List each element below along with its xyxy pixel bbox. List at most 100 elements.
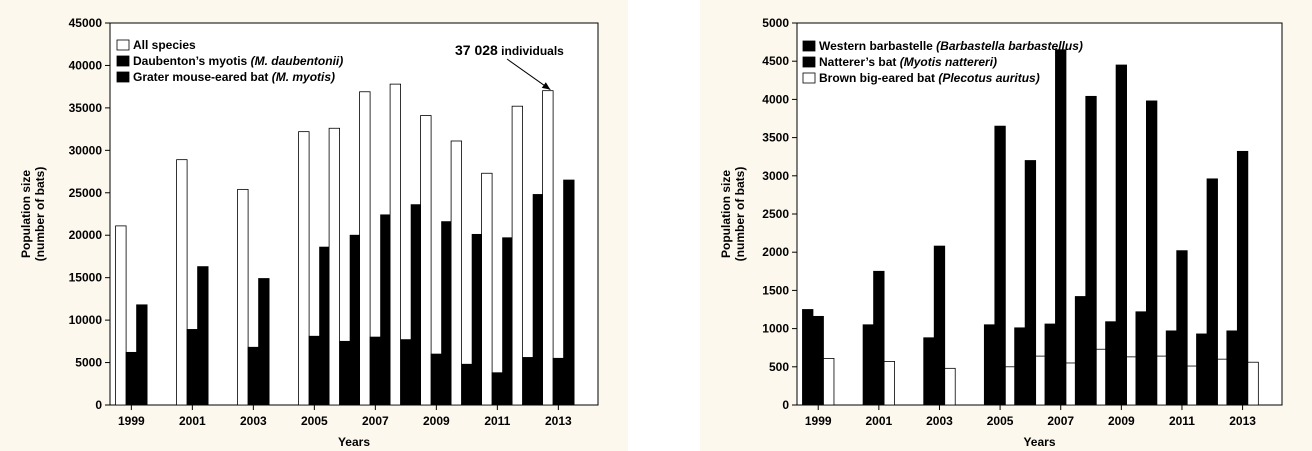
left-chart-legend-swatch [116, 39, 130, 51]
left-chart-bar-series1 [450, 140, 463, 406]
right-chart-bar-series3 [1247, 361, 1259, 406]
right-chart-bar-series2 [994, 125, 1006, 406]
right-chart-bar-series3 [823, 357, 835, 406]
left-chart-x-tick-label: 2003 [240, 414, 267, 428]
left-chart-bar-series3 [136, 304, 148, 406]
left-chart-x-tick-label: 2001 [179, 414, 206, 428]
left-chart-legend-label: Daubenton’s myotis (M. daubentonii) [133, 54, 343, 68]
right-chart-y-tick-label: 0 [782, 398, 789, 412]
left-chart-annotation: 37 028 individuals [455, 42, 564, 58]
right-chart-bar-series1 [862, 324, 874, 406]
right-chart-legend-label: Brown big-eared bat (Plecotus auritus) [819, 71, 1040, 85]
right-chart-legend-label: Western barbastelle (Barbastella barbast… [819, 39, 1083, 53]
right-chart-y-tick-label: 3000 [762, 169, 789, 183]
left-chart-y-tick-label: 10000 [69, 313, 103, 327]
left-chart-legend: All species Daubenton’s myotis (M. dauben… [116, 38, 343, 84]
right-chart-x-tick-label: 2001 [865, 414, 892, 428]
left-chart-bar-series1 [389, 83, 402, 406]
right-chart-bar-series2 [1236, 150, 1249, 406]
right-chart-y-axis-title-line2: (number of bats) [733, 167, 747, 262]
right-chart-bar-series2 [1024, 160, 1037, 406]
right-chart-y-tick-label: 5000 [762, 16, 789, 30]
chart-right-svg: 0 500 1000 1500 2000 2500 3000 3500 4000 4500 5000… [700, 0, 1312, 451]
right-chart-x-axis-title: Years [1023, 435, 1055, 449]
right-chart-bar-series1 [983, 324, 996, 406]
left-chart-y-tick-label: 20000 [69, 228, 103, 242]
right-chart-bar-series2 [933, 245, 946, 406]
left-chart-y-tick-label: 40000 [69, 58, 103, 72]
left-chart-x-tick-label: 1999 [118, 414, 145, 428]
left-chart-y-axis-title: Population size (number of bats) [19, 167, 47, 262]
right-chart-bar-series1 [802, 309, 814, 406]
left-chart-bar-series1 [237, 188, 249, 406]
right-chart-y-tick-label: 1000 [762, 322, 789, 336]
left-chart-bar-series3 [349, 234, 362, 406]
left-chart-bar-series1 [511, 105, 523, 406]
left-chart-y-tick-label: 35000 [69, 101, 103, 115]
left-chart-bar-series1 [298, 131, 310, 406]
left-chart-y-tick-label: 30000 [69, 143, 103, 157]
chart-right: 0 500 1000 1500 2000 2500 3000 3500 4000 4500 5000… [700, 0, 1312, 451]
left-chart-bar-series1 [420, 115, 432, 406]
right-chart-x-tick-label: 2009 [1108, 414, 1135, 428]
right-chart-bar-series3 [883, 361, 895, 406]
left-chart-bar-series3 [563, 179, 575, 406]
left-chart-legend-label: Grater mouse-eared bat (M. myotis) [133, 70, 335, 84]
left-chart-bar-series3 [258, 278, 270, 406]
left-chart-bar-series2 [552, 357, 564, 406]
right-chart-y-tick-label: 2000 [762, 245, 789, 259]
right-chart-bar-series2 [1085, 95, 1097, 406]
left-chart-y-axis-title-line1: Population size [19, 170, 33, 258]
right-chart-bar-series1 [1014, 327, 1026, 406]
right-chart-bar-series3 [944, 367, 956, 406]
right-chart-bar-series2 [1115, 64, 1127, 406]
left-chart-y-tick-label: 15000 [69, 271, 103, 285]
left-chart-y-tick-label: 5000 [75, 356, 102, 370]
left-chart-bar-series3 [502, 237, 514, 406]
right-chart-bar-series1 [923, 337, 935, 406]
right-chart-y-tick-label: 2500 [762, 207, 789, 221]
left-chart-y-tick-label: 25000 [69, 186, 103, 200]
right-chart-y-axis-title: Population size (number of bats) [719, 167, 747, 262]
right-chart-bar-series1 [1196, 333, 1208, 406]
left-chart-bar-series1 [115, 225, 127, 406]
left-chart-bar-series1 [328, 127, 341, 406]
right-chart-legend: Western barbastelle (Barbastella barbast… [802, 39, 1083, 85]
left-chart-legend-swatch [116, 55, 130, 67]
right-chart-x-tick-label: 2011 [1169, 414, 1195, 428]
left-chart-bar-series3 [380, 214, 392, 406]
left-chart-y-tick-label: 45000 [69, 16, 103, 30]
left-chart-x-tick-label: 2009 [423, 414, 450, 428]
right-chart-legend-label: Natterer’s bat (Myotis nattereri) [819, 55, 997, 69]
right-chart-y-tick-label: 1500 [762, 283, 789, 297]
left-chart-bar-series2 [461, 363, 473, 406]
right-chart-bar-series1 [1165, 330, 1178, 406]
right-chart-y-axis-title-line1: Population size [719, 170, 733, 258]
left-chart-bar-series3 [410, 204, 423, 406]
chart-left-svg: 0 5000 10000 15000 20000 25000 30000 35000 40000… [0, 0, 628, 451]
right-chart-x-tick-label: 2005 [987, 414, 1014, 428]
left-chart-bar-series2 [369, 336, 382, 406]
left-chart-bar-series2 [308, 335, 321, 406]
left-chart-bar-series1 [176, 159, 188, 406]
left-chart-legend-swatch [116, 71, 130, 83]
right-chart-legend-swatch [802, 72, 816, 84]
right-chart-x-tick-label: 1999 [805, 414, 832, 428]
left-chart-bar-series3 [471, 233, 484, 406]
right-chart-bar-series1 [1135, 311, 1147, 406]
left-chart-bar-series1 [542, 90, 554, 406]
left-chart-bar-series2 [400, 339, 412, 406]
left-chart-bar-series2 [430, 353, 443, 406]
right-chart-x-tick-label: 2007 [1047, 414, 1074, 428]
right-chart-bar-series1 [1105, 321, 1117, 406]
left-chart-bar-series2 [186, 329, 199, 406]
left-chart-x-tick-label: 2013 [545, 414, 572, 428]
left-chart-x-tick-label: 2007 [362, 414, 389, 428]
left-chart-x-tick-label: 2005 [301, 414, 328, 428]
left-chart-bar-series2 [125, 351, 137, 406]
right-chart-bar-series2 [1146, 100, 1158, 406]
right-chart-y-tick-label: 3500 [762, 131, 789, 145]
right-chart-bar-series1 [1074, 296, 1087, 406]
right-chart-y-tick-label: 500 [769, 360, 789, 374]
left-chart-legend-label: All species [133, 38, 196, 52]
